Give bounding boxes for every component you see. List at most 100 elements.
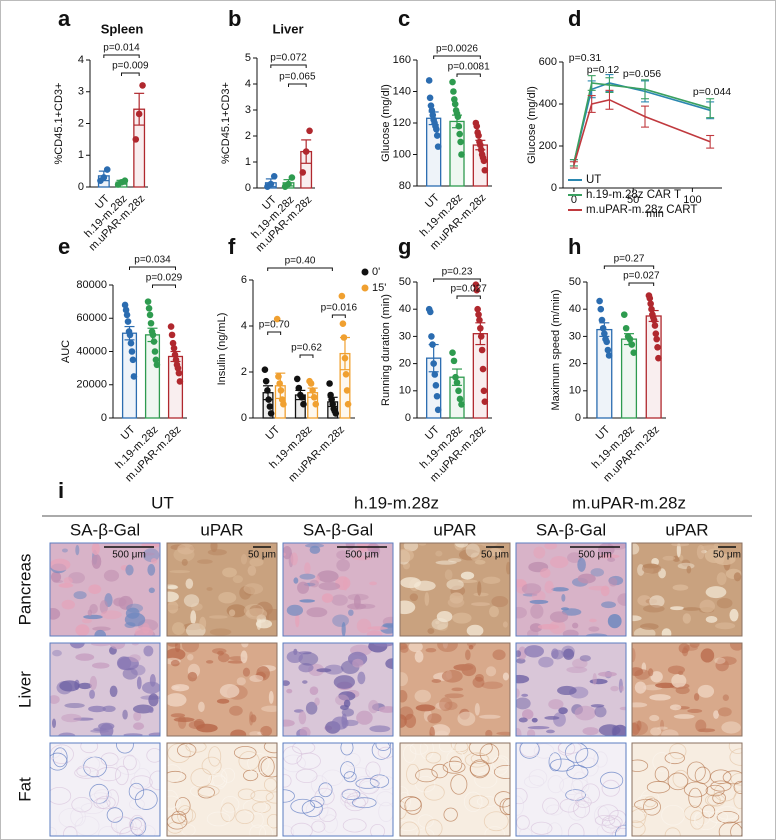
cell-outline: [415, 768, 438, 783]
stain: [122, 667, 138, 680]
stain: [598, 724, 621, 736]
stain: [454, 543, 469, 548]
texture: [50, 643, 160, 736]
data-point: [168, 331, 176, 339]
stain: [382, 622, 393, 628]
y-tick-label: 30: [399, 330, 411, 342]
cell-outline: [359, 780, 378, 794]
micrograph: [515, 542, 627, 637]
stain: [132, 722, 145, 730]
cell-outline: [80, 743, 99, 754]
data-point: [121, 301, 129, 309]
stain: [465, 649, 471, 661]
stain: [69, 643, 85, 649]
stain: [632, 702, 648, 708]
stain: [196, 723, 218, 733]
micrograph-border: [399, 742, 511, 837]
cell-outline: [123, 754, 137, 771]
cell-outline: [733, 790, 742, 809]
data-point: [597, 305, 605, 313]
data-point: [176, 378, 184, 385]
y-tick-label: 3: [245, 104, 251, 116]
cell-outline: [596, 824, 612, 836]
p-bracket: [129, 266, 176, 270]
cell-outline: [446, 750, 465, 766]
stain: [649, 714, 660, 722]
p-bracket: [299, 354, 314, 358]
stain: [705, 615, 718, 623]
stain: [686, 565, 692, 574]
cell-outline: [547, 775, 564, 794]
cell-outline: [449, 756, 463, 772]
y-axis-label: AUC: [60, 340, 72, 363]
data-point: [295, 384, 303, 392]
data-point: [598, 316, 606, 324]
y-axis-label: Glucose (mg/dl): [380, 84, 392, 162]
cell-outline: [376, 791, 393, 807]
p-bracket: [270, 64, 307, 68]
stain: [255, 619, 273, 629]
cell-outline: [115, 765, 129, 786]
data-point: [103, 166, 111, 173]
data-point: [343, 387, 351, 394]
data-point: [276, 380, 283, 387]
stain: [485, 729, 493, 736]
stain: [400, 600, 416, 615]
stain: [431, 679, 442, 683]
stain: [261, 705, 277, 712]
stain: [171, 684, 190, 692]
legend-marker: [361, 268, 369, 276]
cell-outline: [533, 743, 555, 759]
stain: [378, 706, 393, 713]
y-tick-label: 20000: [76, 379, 107, 391]
cell-outline: [263, 743, 277, 754]
stain: [560, 607, 570, 611]
y-tick-label: 0: [241, 412, 247, 424]
data-point: [654, 343, 661, 351]
data-point: [152, 356, 160, 364]
micrograph: [166, 642, 278, 737]
stain: [721, 721, 741, 734]
cell-outline: [547, 822, 563, 836]
p-value: p=0.23: [442, 267, 473, 278]
cell-outline: [669, 743, 687, 760]
cell-outline: [423, 784, 445, 801]
cell-outline: [464, 752, 490, 768]
stain: [63, 577, 73, 585]
stain: [458, 579, 478, 583]
stain: [352, 658, 364, 668]
stain: [650, 671, 663, 683]
cell-outline: [290, 798, 316, 814]
cell-outline: [149, 770, 160, 791]
data-point: [124, 318, 132, 325]
data-point: [432, 382, 440, 389]
p-value: p=0.40: [285, 256, 316, 267]
data-point: [300, 400, 307, 408]
stain: [598, 554, 620, 559]
stain: [241, 643, 249, 648]
cell-outline: [340, 788, 358, 804]
stain: [474, 559, 486, 565]
data-point: [332, 410, 340, 417]
micrograph: [166, 542, 278, 637]
stain: [516, 727, 522, 736]
cell-outline: [667, 772, 689, 791]
stain: [538, 656, 554, 668]
column-header: SA-β-Gal: [303, 520, 373, 539]
data-point: [262, 377, 270, 385]
cell-outline: [250, 812, 264, 828]
stain: [147, 564, 156, 576]
stain: [61, 713, 82, 723]
stain: [299, 573, 316, 580]
stain: [230, 729, 247, 736]
stain: [617, 593, 626, 606]
cell-outline: [94, 789, 112, 801]
texture: [283, 543, 393, 636]
stain: [637, 595, 652, 606]
panel-letter: b: [228, 6, 241, 31]
cell-outline: [344, 752, 361, 768]
cell-outline: [175, 797, 191, 815]
micrograph-border: [166, 542, 278, 637]
panel-letter: c: [398, 6, 410, 31]
stain: [409, 593, 419, 602]
